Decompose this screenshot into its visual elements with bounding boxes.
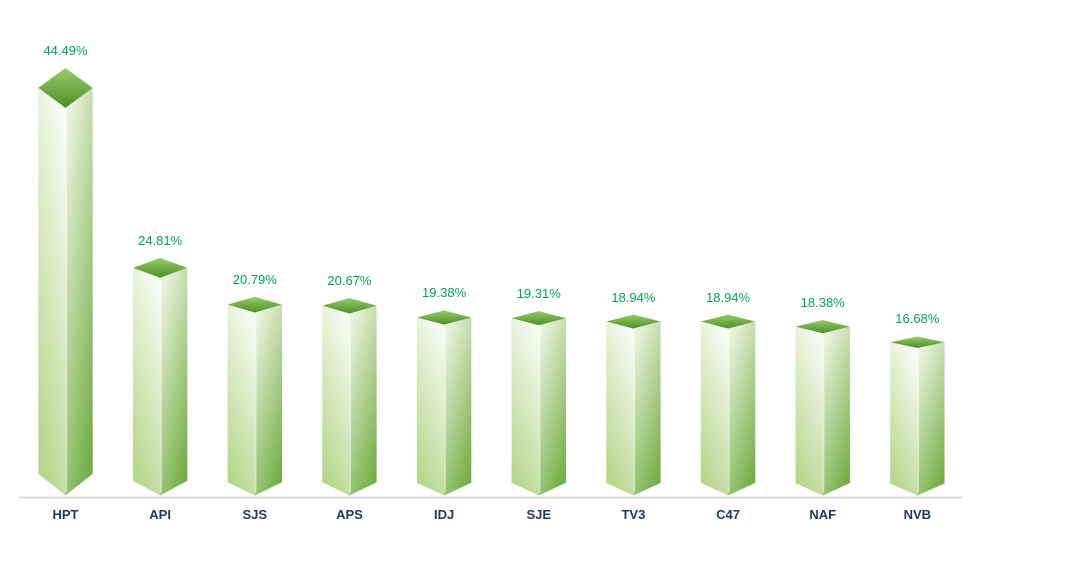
bar-right-face — [349, 305, 377, 496]
bar-right-face — [444, 317, 472, 496]
bar-left-face — [606, 321, 634, 496]
bar-TV3 — [606, 314, 661, 496]
bar-left-face — [38, 87, 66, 496]
bar-left-face — [511, 318, 539, 496]
bar-HPT — [38, 67, 93, 496]
bar-left-face — [227, 304, 255, 496]
bar-C47 — [700, 314, 756, 496]
bar-APS — [322, 297, 377, 496]
bar-right-face — [254, 304, 282, 496]
bar-top-face — [132, 257, 188, 278]
bar-left-face — [132, 267, 161, 496]
bar-top-face — [416, 310, 472, 325]
bar-NVB — [890, 336, 945, 496]
bar-right-face — [538, 318, 566, 496]
bar-SJS — [227, 296, 282, 496]
bar-top-face — [890, 336, 945, 348]
bar-top-face — [38, 67, 93, 108]
bar-top-face — [227, 296, 282, 313]
bar-left-face — [890, 342, 918, 496]
bar-left-face — [700, 321, 729, 496]
bar-left-face — [322, 305, 350, 496]
bar-top-face — [322, 297, 377, 314]
bar-API — [132, 257, 188, 496]
bar-right-face — [160, 267, 188, 496]
bar-right-face — [822, 326, 850, 496]
bar-top-face — [700, 314, 756, 329]
bar-right-face — [917, 342, 945, 496]
bars-group — [19, 67, 963, 499]
bar-top-face — [795, 320, 850, 334]
bar-top-face — [606, 314, 661, 329]
bar-right-face — [65, 87, 93, 496]
bar-left-face — [416, 317, 445, 496]
bar-right-face — [633, 321, 661, 496]
bar-IDJ — [416, 310, 472, 496]
bar-top-face — [511, 311, 566, 326]
bar-right-face — [728, 321, 756, 496]
bar-SJE — [511, 311, 566, 496]
bar-left-face — [795, 326, 823, 496]
bar-NAF — [795, 320, 850, 496]
